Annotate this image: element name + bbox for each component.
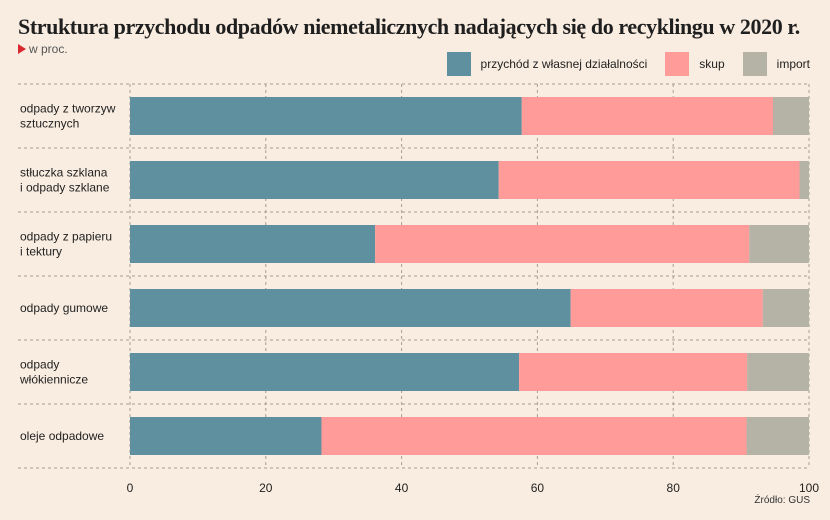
x-tick-label-5: 100 xyxy=(799,481,819,495)
source-note: Źródło: GUS xyxy=(754,495,810,506)
bar-1-series-0 xyxy=(130,161,499,199)
category-label-1: stłuczka szklana i odpady szklane xyxy=(20,166,110,195)
x-tick-label-1: 20 xyxy=(259,481,273,495)
legend-label-import: import xyxy=(776,57,810,71)
legend-item-import: import xyxy=(742,52,810,76)
subtitle-text: w proc. xyxy=(29,42,68,56)
legend-label-own: przychód z własnej działalności xyxy=(480,57,648,71)
category-label-4: odpady włókiennicze xyxy=(19,358,88,387)
bar-4-series-1 xyxy=(519,353,748,391)
legend-item-purchase: skup xyxy=(665,52,725,76)
category-label-3: odpady gumowe xyxy=(20,301,108,315)
bar-3-series-0 xyxy=(130,289,571,327)
category-label-0: odpady z tworzyw sztucznych xyxy=(20,102,116,131)
bar-5-series-0 xyxy=(130,417,322,455)
x-tick-label-4: 80 xyxy=(667,481,681,495)
legend-label-purchase: skup xyxy=(699,57,725,71)
chart-subtitle: w proc. xyxy=(18,42,68,56)
bar-2-series-2 xyxy=(749,225,809,263)
category-label-5: oleje odpadowe xyxy=(20,429,104,443)
category-label-2: odpady z papieru i tektury xyxy=(20,230,112,259)
bar-3-series-2 xyxy=(762,289,809,327)
x-tick-label-3: 60 xyxy=(531,481,545,495)
bar-4-series-0 xyxy=(130,353,520,391)
bar-0-series-2 xyxy=(773,97,809,135)
bar-5-series-2 xyxy=(746,417,809,455)
bar-5-series-1 xyxy=(321,417,747,455)
legend-swatch-own xyxy=(446,52,471,76)
bar-1-series-2 xyxy=(799,161,809,199)
bar-3-series-1 xyxy=(570,289,763,327)
legend-swatch-purchase xyxy=(665,52,690,76)
bar-1-series-1 xyxy=(498,161,800,199)
x-tick-label-2: 40 xyxy=(395,481,409,495)
triangle-marker-icon xyxy=(18,44,26,54)
legend-item-own: przychód z własnej działalności xyxy=(446,52,648,76)
bar-0-series-1 xyxy=(521,97,774,135)
bar-2-series-1 xyxy=(375,225,750,263)
bar-0-series-0 xyxy=(130,97,522,135)
chart-legend: przychód z własnej działalności skup imp… xyxy=(429,52,810,76)
legend-swatch-import xyxy=(742,52,767,76)
bar-4-series-2 xyxy=(747,353,809,391)
chart-title: Struktura przychodu odpadów niemetaliczn… xyxy=(18,14,800,39)
x-tick-label-0: 0 xyxy=(127,481,134,495)
bar-2-series-0 xyxy=(130,225,376,263)
